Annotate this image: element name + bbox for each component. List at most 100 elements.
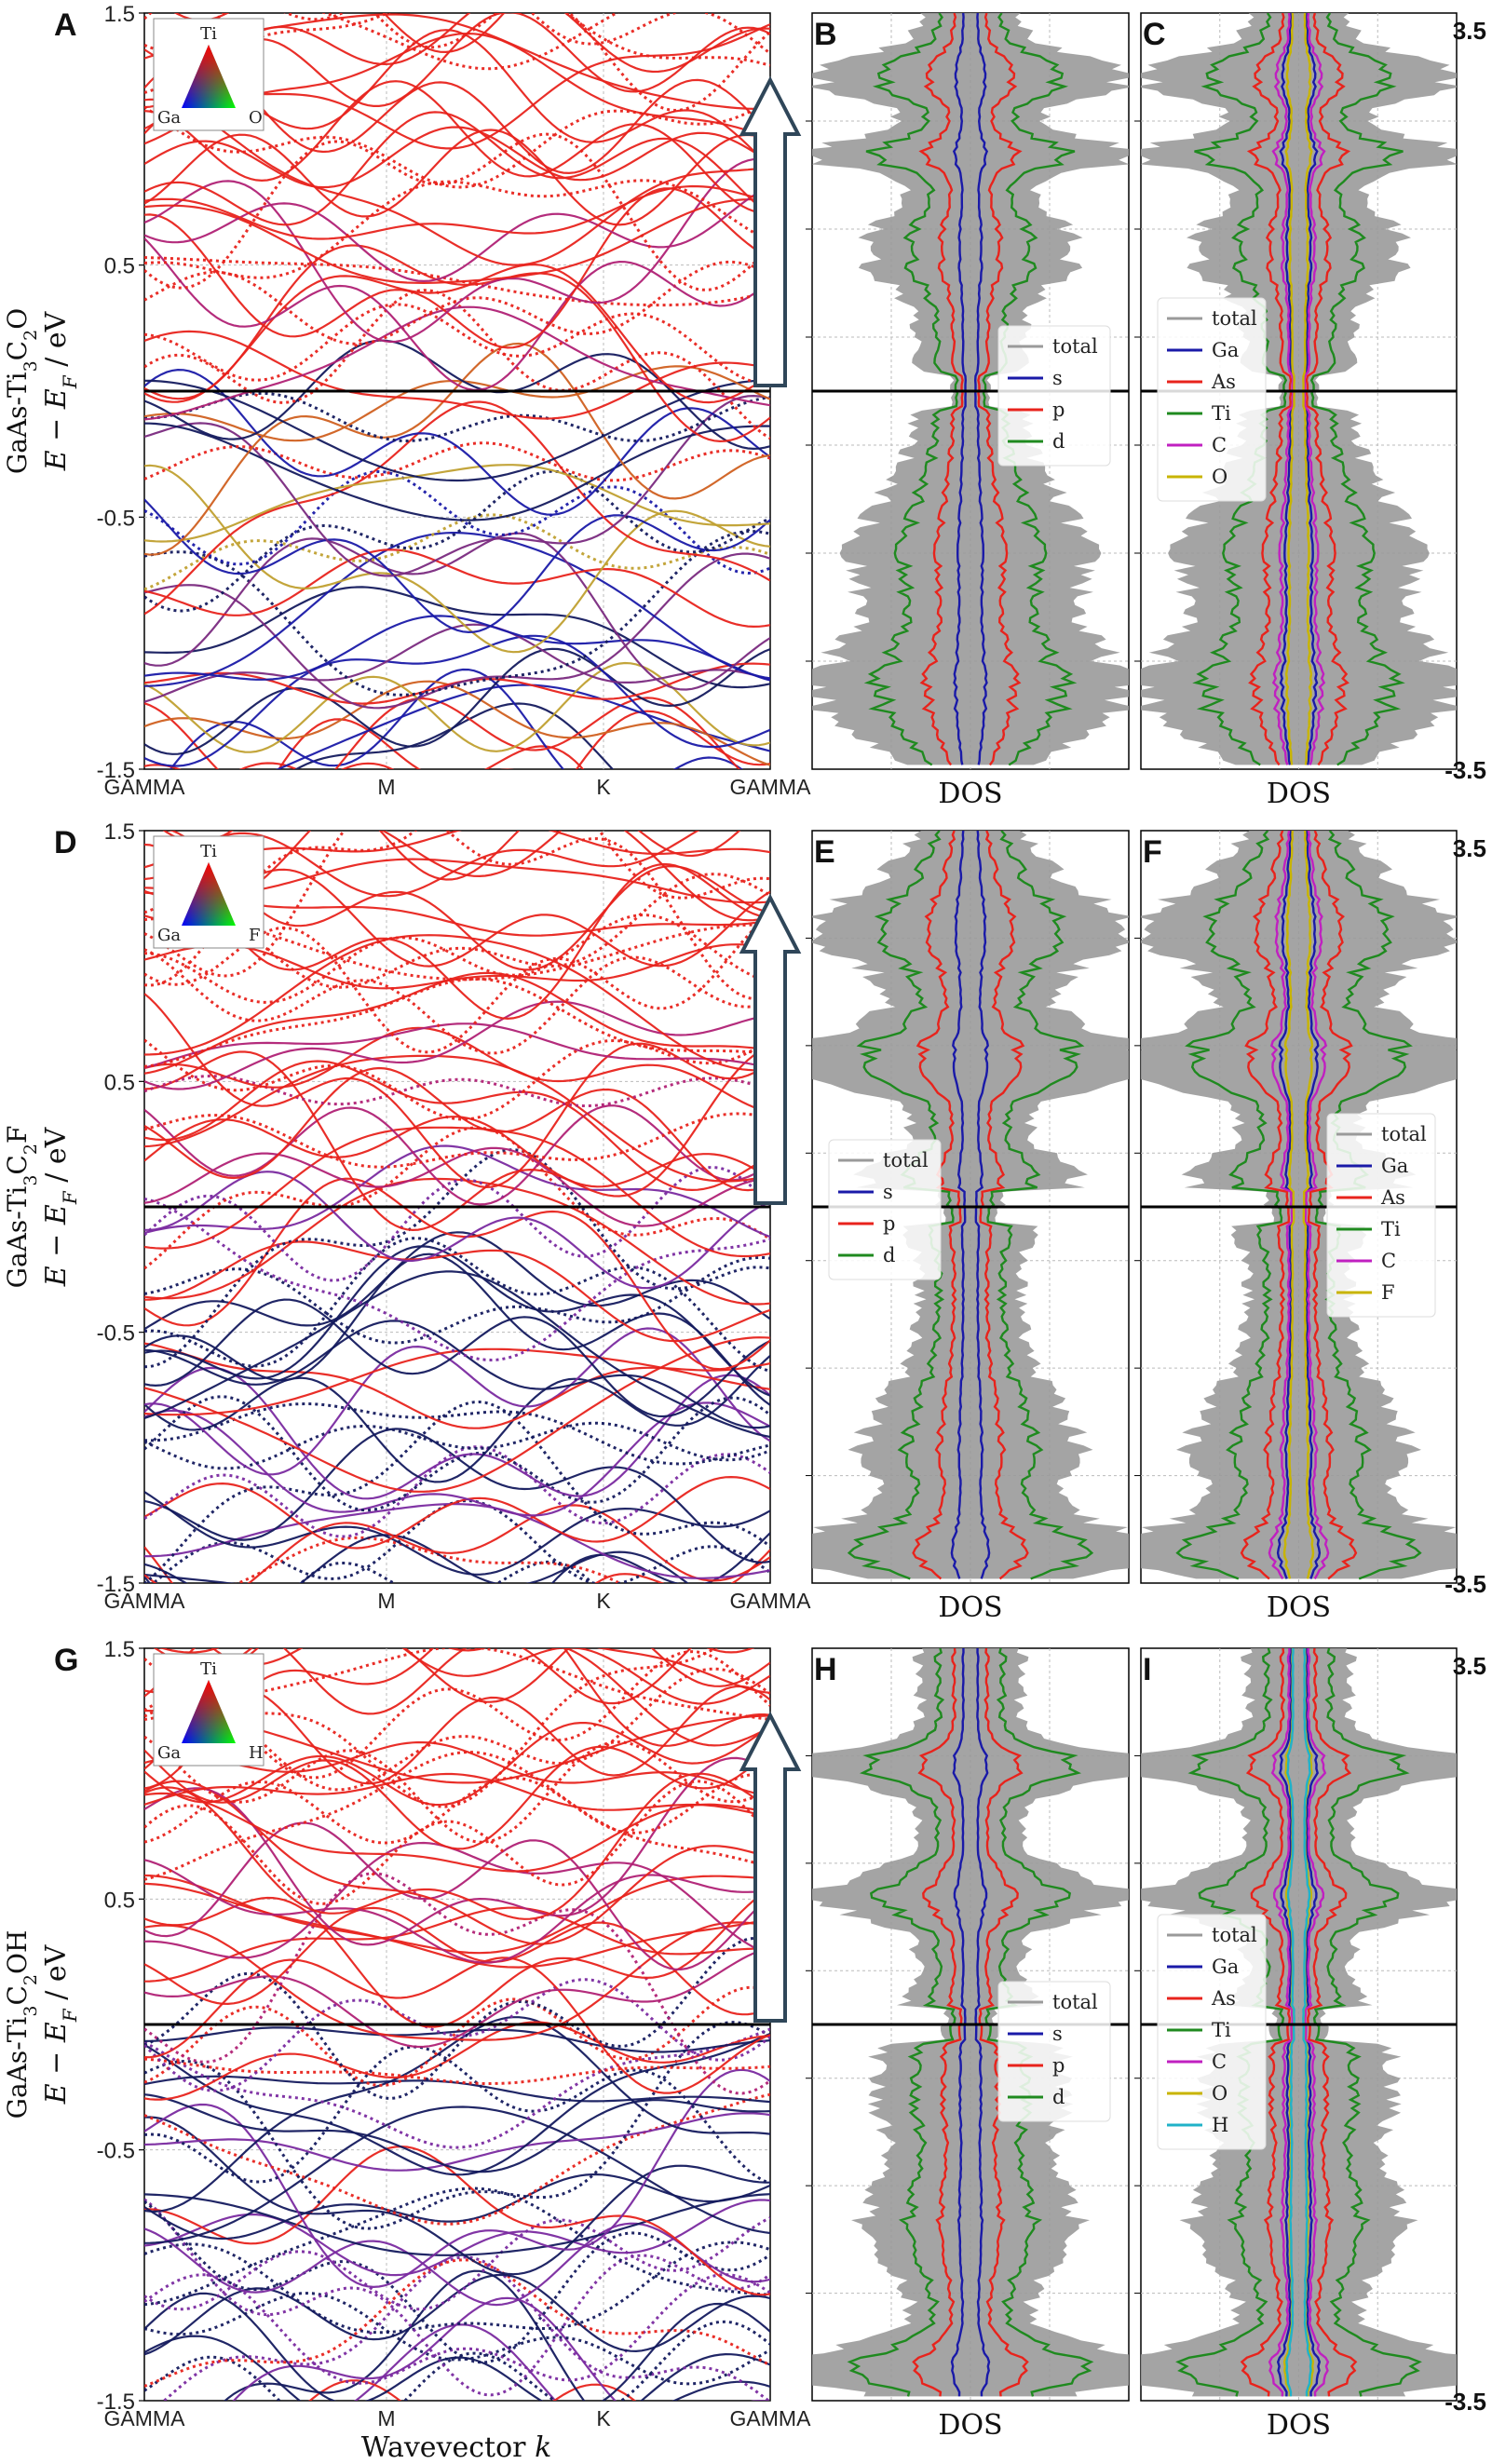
band-line <box>144 831 770 1001</box>
band-line <box>144 1022 770 1069</box>
y-tick-label-top: 3.5 <box>1453 1652 1486 1680</box>
band-line <box>144 464 770 654</box>
band-line <box>144 2068 770 2289</box>
band-line <box>144 776 770 821</box>
legend-label: Ga <box>1381 1155 1408 1177</box>
y-tick-label: 1.5 <box>104 1637 135 1662</box>
band-line <box>144 530 770 697</box>
band-line <box>144 1320 770 1429</box>
x-axis-label: Wavevector k <box>361 2431 552 2464</box>
legend-label: d <box>1052 2086 1065 2108</box>
dos-projected-line <box>918 13 964 766</box>
band-line <box>144 1921 770 2041</box>
band-line <box>238 762 514 769</box>
dos-projected-line <box>1240 831 1291 1580</box>
band-line <box>144 1946 770 2049</box>
band-lines <box>144 776 770 1583</box>
dos-projected-line <box>1282 831 1295 1579</box>
band-line <box>144 98 770 266</box>
legend-label: As <box>1380 1186 1405 1209</box>
x-tick-label: GAMMA <box>730 2406 812 2430</box>
band-line <box>596 1648 770 1694</box>
legend-label: p <box>1052 399 1065 421</box>
ternary-label-left: Ga <box>157 108 181 128</box>
band-line <box>144 157 770 344</box>
y-tick-label: 0.5 <box>104 254 135 279</box>
legend-box <box>997 325 1111 467</box>
dos-projected-line <box>982 13 1078 766</box>
dos-projected-line <box>974 831 991 1579</box>
dos-total-fill <box>812 831 1129 1579</box>
dos-panel-I: DOS I 3.5 -3.5 total Ga As Ti COH <box>1134 1647 1486 2442</box>
x-axis-label: DOS <box>938 778 1002 810</box>
dos-projected-line <box>1240 1648 1292 2397</box>
dos-projected-line <box>1285 1648 1295 2397</box>
legend-box <box>828 1139 942 1280</box>
up-arrow <box>739 1711 802 2023</box>
band-line <box>144 532 770 687</box>
band-line <box>144 289 770 440</box>
legend-label: p <box>1052 2054 1065 2077</box>
dos-projected-line <box>979 831 1029 1580</box>
legend-label: total <box>1212 1924 1257 1946</box>
dos-projected-line <box>1305 13 1351 766</box>
band-line <box>144 1054 770 1183</box>
band-line <box>144 13 770 94</box>
band-line <box>144 1872 770 2095</box>
band-line <box>144 2105 770 2244</box>
band-line <box>144 1780 770 1905</box>
ternary-label-right: H <box>249 1743 264 1763</box>
band-line <box>144 1534 689 1583</box>
x-tick-label: K <box>596 1589 611 1613</box>
y-axis-material-label: GaAs-Ti3C2F <box>2 1126 41 1289</box>
legend-label: d <box>1052 430 1065 453</box>
band-line <box>144 303 770 386</box>
band-line <box>144 1936 770 2101</box>
band-line <box>144 702 770 769</box>
y-axis-material-label: GaAs-Ti3C2OH <box>2 1930 41 2119</box>
band-line <box>276 684 770 769</box>
legend-label: Ti <box>1212 2019 1231 2041</box>
band-line <box>144 1298 770 1418</box>
panel-letter: B <box>814 17 837 52</box>
band-line <box>144 2200 770 2364</box>
dos-projected-line <box>912 831 962 1580</box>
band-line <box>144 129 770 226</box>
band-line <box>144 1126 770 1258</box>
band-line <box>144 256 770 307</box>
legend-box <box>997 1981 1111 2122</box>
x-tick-label: GAMMA <box>730 775 812 799</box>
dos-total-fill <box>1141 1648 1457 2397</box>
band-line <box>144 661 770 753</box>
band-line <box>144 80 770 214</box>
dos-projected-line <box>973 13 989 765</box>
svg-text:GaAs-Ti3C2OH: GaAs-Ti3C2OH <box>2 1930 41 2119</box>
y-tick-label: -0.5 <box>97 506 135 531</box>
dos-projected-line <box>952 13 968 765</box>
band-line <box>321 13 620 71</box>
x-axis-label: DOS <box>1267 1591 1331 1624</box>
dos-curves <box>812 1648 1129 2397</box>
x-tick-label: GAMMA <box>104 1589 186 1613</box>
band-line <box>144 1906 770 1983</box>
panel-letter: H <box>814 1652 837 1687</box>
dos-projected-line <box>863 13 959 766</box>
band-line <box>162 831 741 881</box>
x-tick-label: M <box>377 2406 395 2430</box>
band-line <box>144 368 770 516</box>
svg-text:GaAs-Ti3C2F: GaAs-Ti3C2F <box>2 1126 41 1289</box>
legend-label: total <box>1052 335 1098 358</box>
dos-total-fill <box>812 1648 1129 2397</box>
band-line <box>144 1400 770 1583</box>
band-line <box>144 1882 770 1969</box>
dos-curves <box>1141 831 1457 1580</box>
band-line <box>232 2296 770 2401</box>
band-line <box>144 498 770 634</box>
band-line <box>144 1148 770 1369</box>
legend-label: d <box>883 1244 895 1266</box>
band-line <box>144 184 770 240</box>
dos-projected-line <box>1192 13 1288 766</box>
band-line <box>144 339 770 451</box>
panel-letter: C <box>1143 17 1166 52</box>
band-line <box>144 1038 770 1121</box>
